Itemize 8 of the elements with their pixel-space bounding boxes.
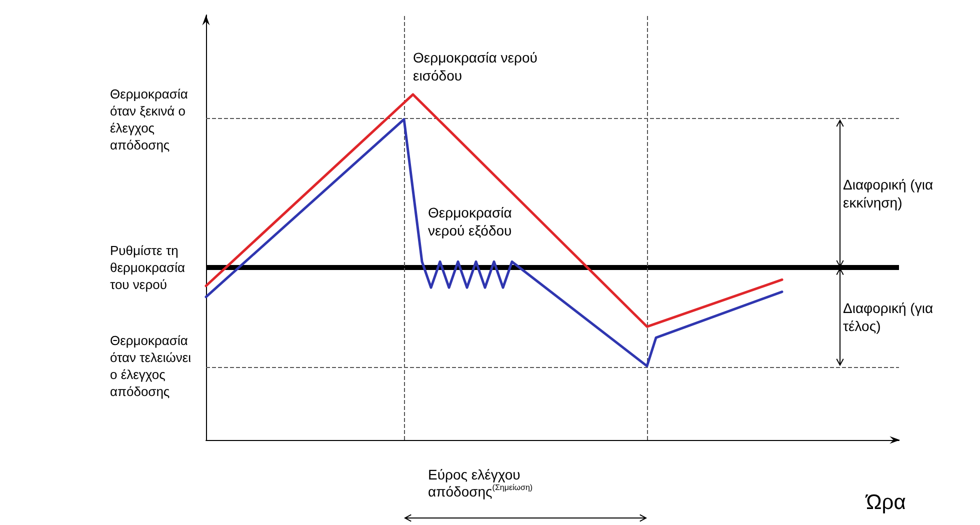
ref-line-label: Θερμοκρασία όταν ξεκινά ο έλεγχος απόδοσης <box>110 86 188 152</box>
ref-line-label: Ρυθμίστε τη θερμοκρασία του νερού <box>110 243 186 292</box>
annotation: Διαφορική (για τέλος) <box>843 300 934 334</box>
series-label: Θερμοκρασία νερού εισόδου <box>413 49 538 84</box>
x-axis-title: Ώρα <box>865 491 906 514</box>
annotation: Διαφορική (για εκκίνηση) <box>843 176 934 210</box>
ref-line-label: Θερμοκρασία όταν τελειώνει ο έλεγχος απόδοσης <box>110 333 192 400</box>
series-label: Θερμοκρασία νερού εξόδου <box>428 204 512 238</box>
